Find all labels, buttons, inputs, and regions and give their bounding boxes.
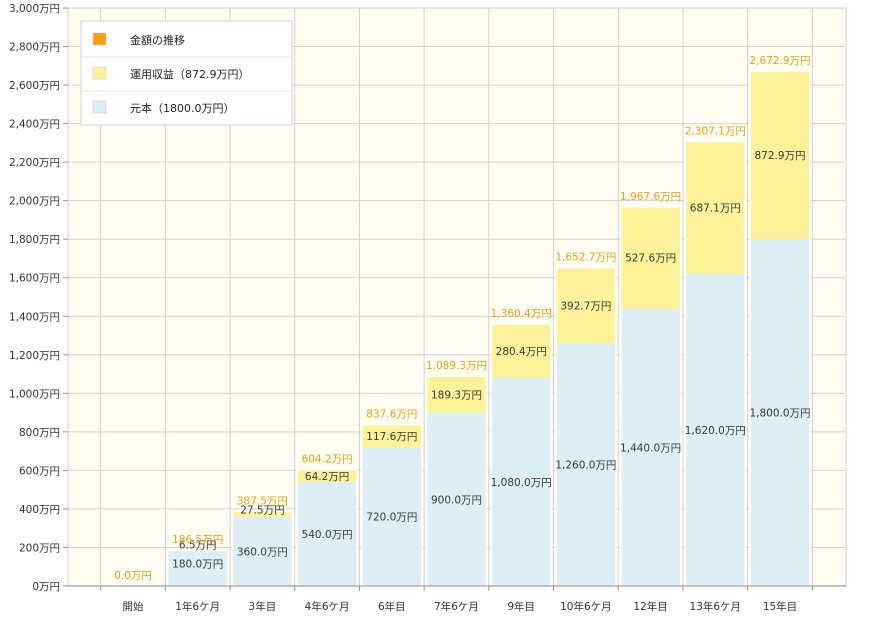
bar-principal — [426, 412, 487, 586]
label-total: 1,360.4万円 — [491, 308, 552, 320]
bar-principal — [491, 377, 552, 586]
label-earnings: 189.3万円 — [431, 389, 482, 401]
y-tick-label: 2,400万円 — [9, 119, 60, 131]
bar-principal — [167, 551, 228, 586]
x-axis: 開始 1年6ケ月 3年目 4年6ケ月 6年目 7年6ケ月 9年目 10年6ケ月 12年目 13年6… — [68, 585, 846, 613]
y-tick-label: 1,800万円 — [9, 234, 60, 246]
x-tick-label: 開始 — [123, 600, 144, 613]
label-principal: 900.0万円 — [431, 494, 482, 506]
bar-principal — [361, 447, 422, 586]
label-earnings: 64.2万円 — [305, 471, 349, 483]
bar-earnings — [685, 141, 746, 274]
label-earnings: 117.6万円 — [366, 431, 417, 443]
legend-label: 運用収益（872.9万円） — [130, 67, 250, 81]
label-total: 387.5万円 — [237, 495, 288, 507]
y-tick-label: 1,600万円 — [9, 273, 60, 285]
x-tick-label: 1年6ケ月 — [175, 600, 220, 613]
label-principal: 1,260.0万円 — [555, 460, 616, 472]
x-tick-label: 9年目 — [507, 600, 535, 613]
y-tick-label: 3,000万円 — [9, 3, 60, 15]
bar-principal — [297, 481, 358, 586]
label-total: 2,307.1万円 — [685, 125, 746, 137]
legend-label: 元本（1800.0万円） — [130, 101, 235, 115]
label-earnings: 280.4万円 — [496, 346, 547, 358]
label-principal: 1,800.0万円 — [749, 408, 810, 420]
y-tick-label: 2,600万円 — [9, 80, 60, 92]
legend-swatch — [92, 66, 107, 80]
x-tick-label: 10年6ケ月 — [560, 600, 612, 613]
y-axis: 0万円 200万円 400万円 600万円 800万円 1,000万円 1,200万円 1,4… — [9, 3, 68, 593]
label-total: 837.6万円 — [366, 409, 417, 421]
bar-earnings — [620, 206, 681, 309]
x-tick-label: 4年6ケ月 — [305, 600, 350, 613]
label-earnings: 6.5万円 — [179, 539, 217, 551]
label-earnings: 527.6万円 — [625, 253, 676, 265]
bar-earnings — [232, 511, 293, 517]
y-tick-label: 1,000万円 — [9, 388, 60, 400]
x-tick-label: 6年目 — [378, 600, 406, 613]
legend-swatch — [92, 100, 107, 114]
bar-principal — [685, 273, 746, 586]
y-tick-label: 2,200万円 — [9, 157, 60, 169]
label-earnings: 392.7万円 — [560, 300, 611, 312]
label-principal: 360.0万円 — [237, 546, 288, 558]
y-tick-label: 1,400万円 — [9, 311, 60, 323]
bars — [166, 70, 811, 587]
label-total: 2,672.9万円 — [749, 55, 810, 67]
y-tick-label: 0万円 — [32, 581, 60, 593]
y-tick-label: 600万円 — [19, 465, 60, 477]
label-principal: 720.0万円 — [366, 512, 417, 524]
label-principal: 1,620.0万円 — [685, 425, 746, 437]
label-earnings: 687.1万円 — [690, 203, 741, 215]
y-tick-label: 2,800万円 — [9, 42, 60, 54]
bar-principal — [555, 343, 616, 586]
x-tick-label: 15年目 — [763, 600, 797, 613]
bar-principal — [232, 516, 293, 586]
bar-earnings — [426, 376, 487, 413]
bar-earnings — [750, 71, 810, 240]
x-tick-label: 7年6ケ月 — [434, 600, 479, 613]
y-tick-label: 800万円 — [19, 427, 60, 439]
label-earnings: 872.9万円 — [754, 150, 805, 162]
label-total: 0.0万円 — [114, 570, 152, 582]
x-tick-label: 13年6ケ月 — [690, 600, 742, 613]
label-principal: 1,440.0万円 — [620, 442, 681, 454]
x-tick-label: 12年目 — [633, 600, 667, 613]
y-tick-label: 200万円 — [19, 542, 60, 554]
bar-earnings — [555, 267, 616, 344]
label-total: 1,652.7万円 — [555, 252, 616, 264]
label-total: 1,967.6万円 — [620, 191, 681, 203]
legend-swatch — [92, 32, 107, 46]
bar-principal — [750, 239, 810, 586]
label-earnings: 27.5万円 — [240, 505, 284, 517]
y-tick-label: 400万円 — [19, 504, 60, 516]
label-total: 186.5万円 — [172, 534, 223, 546]
x-tick-label: 3年目 — [249, 600, 277, 613]
y-tick-label: 1,200万円 — [9, 350, 60, 362]
legend-label: 金額の推移 — [130, 33, 185, 47]
label-principal: 1,080.0万円 — [491, 477, 552, 489]
label-principal: 180.0万円 — [172, 558, 223, 570]
legend-box — [80, 20, 293, 126]
bar-earnings — [491, 323, 552, 378]
bar-earnings — [361, 424, 422, 448]
y-tick-label: 2,000万円 — [9, 196, 60, 208]
bar-principal — [620, 308, 681, 586]
bar-earnings — [297, 469, 358, 482]
label-total: 604.2万円 — [302, 454, 353, 466]
label-principal: 540.0万円 — [302, 529, 353, 541]
label-total: 1,089.3万円 — [426, 360, 487, 372]
